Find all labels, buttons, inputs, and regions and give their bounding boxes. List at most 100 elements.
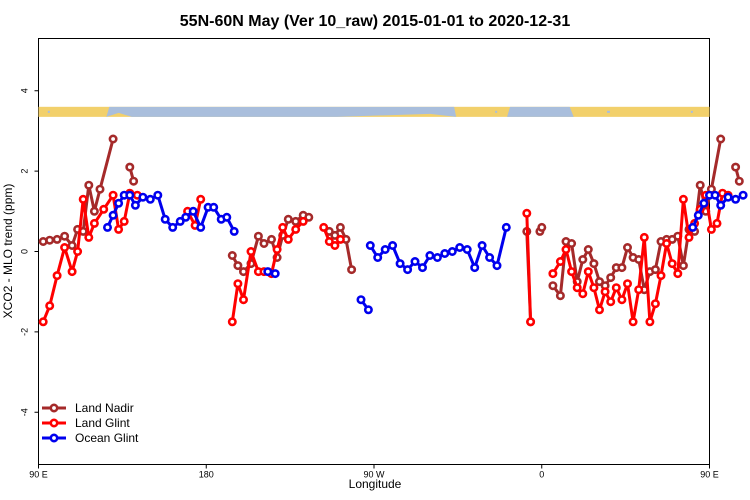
data-point	[168, 222, 178, 232]
data-point	[485, 253, 495, 263]
data-point	[138, 192, 148, 202]
data-point	[239, 267, 249, 277]
legend-swatch-marker	[49, 418, 59, 428]
data-point	[688, 222, 698, 232]
data-point	[589, 283, 599, 293]
data-point	[731, 162, 741, 172]
legend-swatch-marker	[49, 433, 59, 443]
data-point	[470, 263, 480, 273]
data-point	[477, 241, 487, 251]
legend-item: Ocean Glint	[42, 431, 139, 445]
data-point	[291, 224, 301, 234]
data-point	[425, 251, 435, 261]
data-point	[227, 251, 237, 261]
legend-label: Land Nadir	[75, 401, 134, 415]
data-point	[634, 285, 644, 295]
data-point	[693, 210, 703, 220]
data-point	[583, 245, 593, 255]
data-point	[388, 241, 398, 251]
data-point	[706, 224, 716, 234]
data-point	[650, 299, 660, 309]
data-point	[324, 237, 334, 247]
data-point	[432, 253, 442, 263]
data-point	[209, 202, 219, 212]
y-tick-label: -2	[20, 328, 30, 336]
data-point	[278, 222, 288, 232]
data-point	[656, 271, 666, 281]
data-point	[114, 224, 124, 234]
data-point	[108, 190, 118, 200]
data-point	[667, 259, 677, 269]
data-point	[650, 265, 660, 275]
data-point	[330, 230, 340, 240]
data-point	[662, 239, 672, 249]
data-point	[259, 239, 269, 249]
data-point	[239, 295, 249, 305]
data-point	[283, 234, 293, 244]
data-point	[716, 134, 726, 144]
data-point	[45, 235, 55, 245]
data-point	[555, 291, 565, 301]
land-mask-band	[38, 106, 710, 117]
data-point	[548, 281, 558, 291]
data-point	[622, 279, 632, 289]
data-point	[578, 254, 588, 264]
data-point	[222, 212, 232, 222]
data-point	[455, 243, 465, 253]
data-point	[594, 305, 604, 315]
data-point	[291, 216, 301, 226]
data-point	[181, 212, 191, 222]
data-point	[622, 243, 632, 253]
data-point	[335, 222, 345, 232]
series-layer	[38, 134, 748, 327]
data-point	[227, 317, 237, 327]
data-point	[196, 222, 206, 232]
data-point	[645, 317, 655, 327]
data-point	[555, 256, 565, 266]
legend-item: Land Nadir	[42, 401, 134, 415]
data-point	[606, 297, 616, 307]
data-point	[363, 305, 373, 315]
legend-label: Land Glint	[75, 416, 130, 430]
data-point	[304, 212, 314, 222]
data-point	[175, 216, 185, 226]
ocean-inlet	[690, 110, 693, 113]
data-point	[617, 295, 627, 305]
data-point	[462, 245, 472, 255]
series-ocean-glint	[103, 190, 748, 315]
data-point	[229, 226, 239, 236]
data-point	[639, 232, 649, 242]
data-point	[45, 301, 55, 311]
data-point	[125, 190, 135, 200]
data-point	[403, 265, 413, 275]
data-point	[572, 283, 582, 293]
data-point	[108, 134, 118, 144]
data-point	[253, 231, 263, 241]
data-point	[734, 176, 744, 186]
y-tick-label: -4	[20, 408, 30, 416]
data-point	[684, 232, 694, 242]
data-point	[723, 192, 733, 202]
series-line	[525, 213, 533, 322]
data-point	[548, 269, 558, 279]
data-point	[567, 267, 577, 277]
data-point	[678, 261, 688, 271]
data-point	[89, 218, 99, 228]
data-point	[731, 194, 741, 204]
data-point	[103, 222, 113, 232]
x-tick-label: 0	[539, 470, 544, 480]
data-point	[233, 261, 243, 271]
data-point	[272, 245, 282, 255]
data-point	[678, 194, 688, 204]
data-point	[52, 234, 62, 244]
x-tick-label: 90 E	[700, 470, 719, 480]
data-point	[335, 234, 345, 244]
data-point	[583, 267, 593, 277]
data-point	[526, 317, 536, 327]
series-land-glint	[38, 188, 733, 327]
ocean-inlet	[165, 110, 169, 113]
data-point	[695, 180, 705, 190]
data-point	[628, 317, 638, 327]
data-point	[373, 253, 383, 263]
